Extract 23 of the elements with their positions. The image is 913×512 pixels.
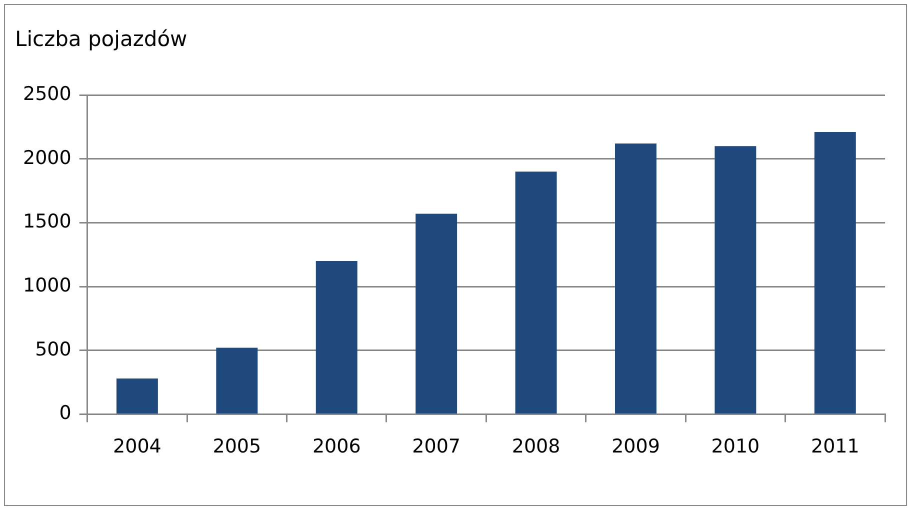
bar	[714, 146, 756, 414]
bar	[116, 378, 158, 414]
bar	[614, 144, 656, 414]
x-tick-label: 2011	[810, 436, 860, 458]
bar	[416, 214, 458, 414]
y-tick-label: 1000	[22, 274, 72, 296]
y-tick-label: 2000	[22, 146, 72, 169]
y-axis-title: Liczba pojazdów	[15, 27, 188, 51]
y-tick-label: 0	[59, 402, 72, 424]
bar	[316, 260, 358, 414]
bar	[216, 348, 258, 414]
y-tick-label: 500	[35, 338, 72, 360]
x-tick-label: 2009	[612, 436, 660, 458]
x-tick-label: 2010	[711, 436, 760, 458]
y-tick-label: 1500	[22, 210, 72, 233]
x-tick-label: 2008	[512, 436, 560, 458]
x-tick-label: 2005	[212, 436, 262, 458]
x-tick-label: 2004	[113, 436, 162, 458]
y-tick-label: 2500	[22, 82, 72, 105]
bar	[515, 172, 557, 414]
bar	[814, 132, 856, 414]
x-tick-label: 2006	[312, 436, 361, 458]
x-tick-label: 2007	[412, 436, 461, 458]
